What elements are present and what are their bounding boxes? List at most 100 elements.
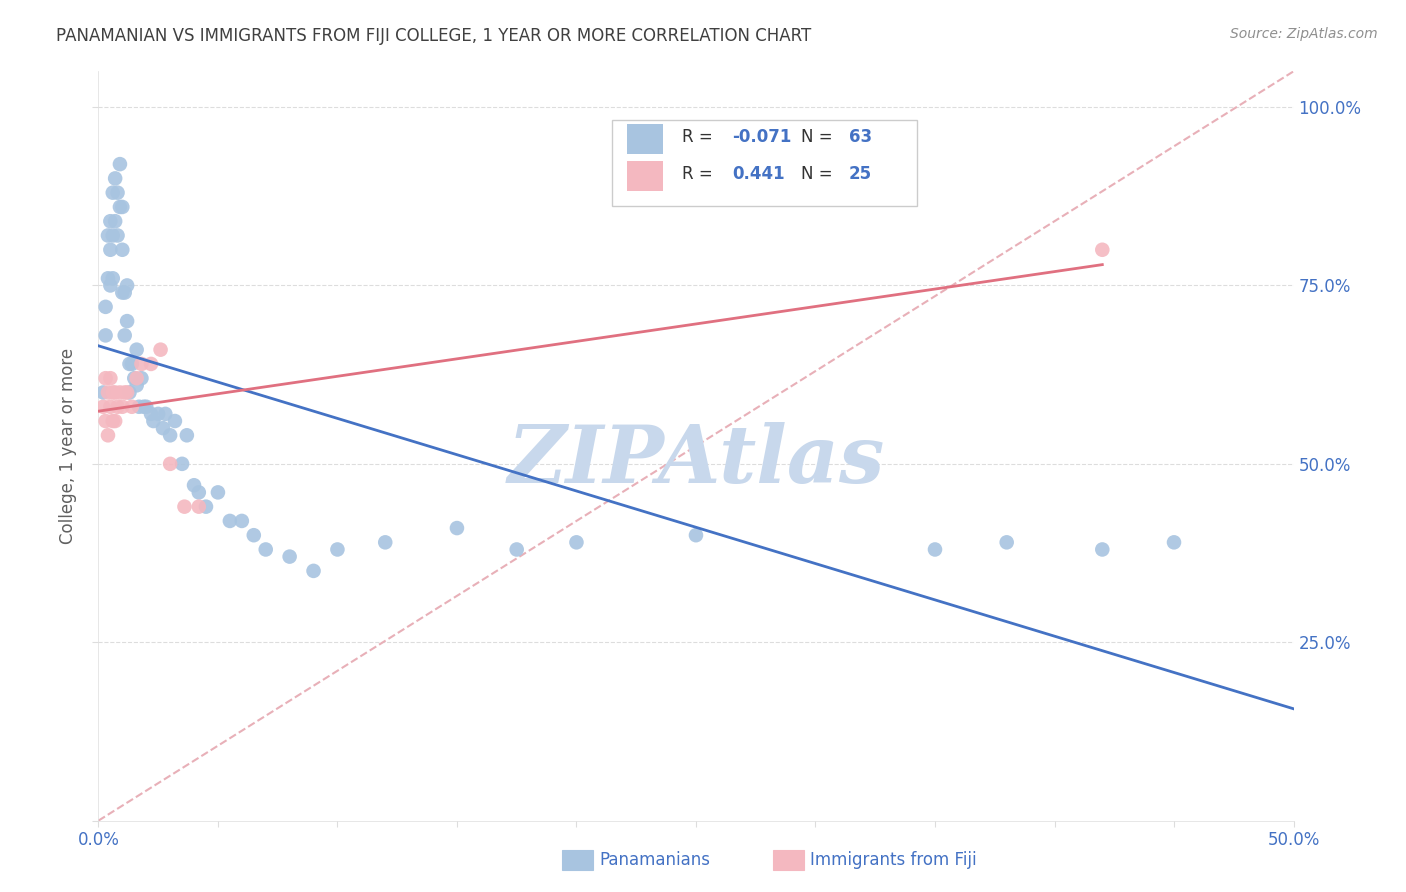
FancyBboxPatch shape (627, 161, 662, 191)
Point (91, 400, 114, 414)
Point (124, 371, 146, 385)
Point (446, 521, 468, 535)
Point (101, 385, 124, 400)
Text: 25: 25 (849, 165, 872, 183)
Point (97, 271, 120, 285)
Point (114, 385, 136, 400)
Point (115, 314, 138, 328)
Point (187, 500, 209, 514)
Text: Panamanians: Panamanians (599, 851, 710, 869)
Point (231, 514, 253, 528)
Point (139, 357, 162, 371)
Text: ZIPAtlas: ZIPAtlas (508, 422, 884, 500)
Point (125, 343, 148, 357)
Text: PANAMANIAN VS IMMIGRANTS FROM FIJI COLLEGE, 1 YEAR OR MORE CORRELATION CHART: PANAMANIAN VS IMMIGRANTS FROM FIJI COLLE… (56, 27, 811, 45)
Point (91, 385, 114, 400)
Point (163, 414, 186, 428)
Point (207, 485, 229, 500)
Point (121, 400, 143, 414)
Point (131, 371, 153, 385)
Point (97, 228, 120, 243)
Point (108, 200, 131, 214)
Point (94, 371, 117, 385)
Point (125, 378, 148, 392)
Point (135, 400, 157, 414)
Point (111, 285, 134, 300)
Point (506, 542, 529, 557)
Point (97, 385, 120, 400)
Point (195, 500, 218, 514)
FancyBboxPatch shape (627, 124, 662, 153)
Y-axis label: College, 1 year or more: College, 1 year or more (59, 348, 77, 544)
Point (148, 407, 170, 421)
Point (107, 400, 129, 414)
Text: N =: N = (801, 128, 838, 145)
Point (101, 186, 124, 200)
Text: Immigrants from Fiji: Immigrants from Fiji (810, 851, 977, 869)
Point (139, 407, 162, 421)
Point (995, 535, 1018, 549)
Point (111, 243, 134, 257)
Point (152, 421, 174, 435)
Point (924, 542, 946, 557)
Point (94, 414, 117, 428)
Point (107, 186, 129, 200)
Point (101, 228, 124, 243)
Point (111, 200, 134, 214)
Point (94, 300, 117, 314)
Point (114, 285, 136, 300)
Point (98, 278, 122, 293)
Point (1091, 243, 1114, 257)
Point (159, 428, 181, 442)
Point (1091, 542, 1114, 557)
Point (128, 400, 150, 414)
Text: 63: 63 (849, 128, 872, 145)
Point (172, 457, 194, 471)
Point (101, 414, 124, 428)
Point (155, 407, 177, 421)
Point (243, 528, 266, 542)
Point (254, 542, 277, 557)
Point (1163, 535, 1185, 549)
Text: N =: N = (801, 165, 838, 183)
Point (173, 500, 195, 514)
Point (121, 357, 143, 371)
Point (302, 564, 325, 578)
FancyBboxPatch shape (613, 120, 917, 206)
Point (118, 385, 141, 400)
Point (219, 514, 242, 528)
Point (115, 385, 138, 400)
Point (104, 414, 127, 428)
Point (183, 478, 205, 492)
Point (97, 428, 120, 442)
Point (111, 400, 134, 414)
Point (98, 243, 122, 257)
Point (108, 157, 131, 171)
Point (108, 385, 131, 400)
Point (104, 385, 127, 400)
Text: R =: R = (682, 128, 717, 145)
Text: R =: R = (682, 165, 717, 183)
Point (98, 371, 122, 385)
Point (94, 328, 117, 343)
Point (125, 371, 148, 385)
Point (131, 357, 153, 371)
Point (278, 549, 301, 564)
Point (187, 485, 209, 500)
Point (98, 400, 122, 414)
Point (132, 400, 155, 414)
Point (115, 278, 138, 293)
Point (176, 428, 198, 442)
Point (374, 535, 396, 549)
Point (118, 357, 141, 371)
Point (565, 535, 588, 549)
Point (142, 414, 165, 428)
Point (326, 542, 349, 557)
Text: Source: ZipAtlas.com: Source: ZipAtlas.com (1230, 27, 1378, 41)
Point (159, 457, 181, 471)
Text: -0.071: -0.071 (733, 128, 792, 145)
Point (104, 214, 127, 228)
Point (98, 214, 122, 228)
Text: 0.441: 0.441 (733, 165, 785, 183)
Point (685, 528, 707, 542)
